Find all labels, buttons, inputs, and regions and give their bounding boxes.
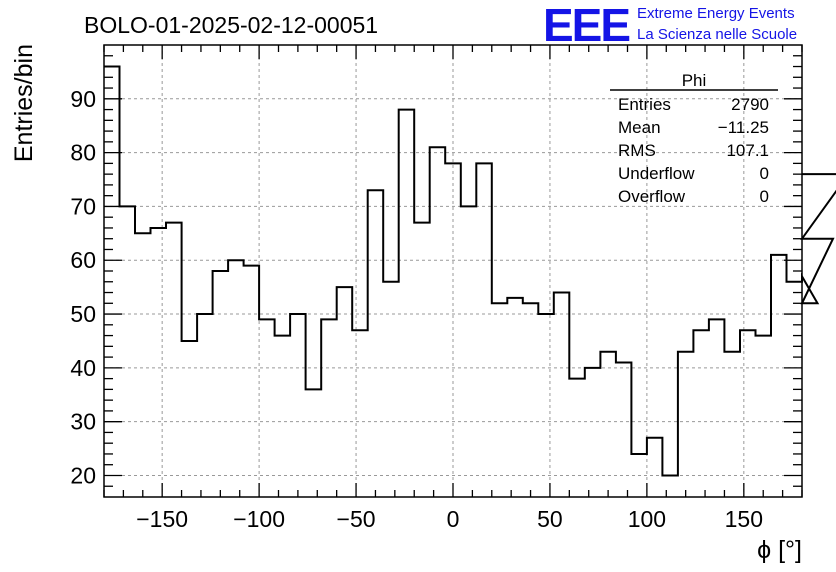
stats-row-label: RMS xyxy=(618,141,656,160)
stats-row-label: Mean xyxy=(618,118,661,137)
histogram-bin xyxy=(616,362,632,497)
histogram-bin xyxy=(538,314,554,497)
histogram-bin xyxy=(585,368,601,497)
histogram-bin xyxy=(600,352,616,497)
stats-row-value: 107.1 xyxy=(726,141,769,160)
histogram-bin xyxy=(740,330,756,497)
histogram-bin xyxy=(337,287,353,497)
x-tick-label: 100 xyxy=(628,506,666,532)
y-tick-label: 50 xyxy=(70,301,96,327)
y-tick-label: 80 xyxy=(70,140,96,166)
x-tick-label: −50 xyxy=(337,506,376,532)
histogram-steps xyxy=(104,65,836,497)
histogram-bin xyxy=(151,228,167,497)
histogram-bin xyxy=(383,282,399,497)
histogram-bin xyxy=(275,336,291,497)
stats-row-label: Overflow xyxy=(618,187,686,206)
histogram-bin xyxy=(244,266,260,497)
histogram-bin xyxy=(290,314,306,497)
y-tick-label: 20 xyxy=(70,462,96,488)
stats-rows: Entries 2790 Mean −11.25 RMS 107.1 Underflow 0 O… xyxy=(618,95,769,206)
histogram-bin xyxy=(693,330,709,497)
logo-mark: EEE xyxy=(543,0,629,51)
y-axis-label: Entries/bin xyxy=(10,44,38,162)
stats-box: Phi Entries 2790 Mean −11.25 RMS 107.1 Underfl… xyxy=(610,71,778,206)
stats-row-value: 0 xyxy=(760,187,769,206)
histogram-bin xyxy=(476,163,492,497)
histogram-bin xyxy=(445,163,461,497)
stats-name: Phi xyxy=(682,71,707,90)
y-tick-label: 30 xyxy=(70,409,96,435)
histogram-bin xyxy=(755,336,771,497)
eee-logo: EEE Extreme Energy Events La Scienza nel… xyxy=(543,0,797,51)
histogram-bin xyxy=(523,303,539,497)
histogram-bin xyxy=(492,303,508,497)
histogram-bin xyxy=(259,319,275,497)
x-tick-label: −100 xyxy=(233,506,285,532)
chart-title: BOLO-01-2025-02-12-00051 xyxy=(84,12,378,38)
histogram-bin xyxy=(709,319,725,497)
x-tick-label: −150 xyxy=(136,506,188,532)
histogram-bin xyxy=(430,147,446,497)
histogram-bin xyxy=(182,341,198,497)
histogram-bin xyxy=(554,293,570,497)
grid-lines xyxy=(104,45,802,497)
histogram-bin xyxy=(414,223,430,497)
histogram-line xyxy=(104,65,836,477)
histogram-bin xyxy=(135,233,151,497)
histogram-bin xyxy=(631,454,647,497)
histogram-bin xyxy=(662,475,678,497)
histogram-bin xyxy=(678,352,694,497)
histogram-bin xyxy=(569,379,585,497)
x-tick-label: 50 xyxy=(537,506,563,532)
histogram-bin xyxy=(120,206,136,497)
histogram-bin xyxy=(507,298,523,497)
stats-row-value: −11.25 xyxy=(718,118,769,137)
y-tick-label: 90 xyxy=(70,86,96,112)
histogram-bin xyxy=(399,110,415,497)
y-tick-label: 40 xyxy=(70,355,96,381)
histogram-bin xyxy=(228,260,244,497)
histogram-bin xyxy=(352,330,368,497)
axes: −150 −100 −50 0 50 100 150 20 30 40 50 60 70 80 90 xyxy=(70,44,803,532)
y-tick-label: 60 xyxy=(70,247,96,273)
histogram-bin xyxy=(213,271,229,497)
histogram-bin xyxy=(771,255,787,497)
histogram-bin xyxy=(306,389,322,497)
histogram-bin xyxy=(166,223,182,497)
logo-line2: La Scienza nelle Scuole xyxy=(637,26,797,43)
y-tick-label: 70 xyxy=(70,193,96,219)
stats-row-label: Underflow xyxy=(618,164,695,183)
histogram-bin xyxy=(461,206,477,497)
logo-line1: Extreme Energy Events xyxy=(637,5,795,22)
stats-row-label: Entries xyxy=(618,95,671,114)
stats-row-value: 0 xyxy=(760,164,769,183)
histogram-bin xyxy=(647,438,663,497)
histogram-bin xyxy=(197,314,213,497)
histogram-bin xyxy=(724,352,740,497)
x-axis-label: ϕ [°] xyxy=(757,536,802,564)
x-tick-label: 0 xyxy=(447,506,460,532)
histogram-bin xyxy=(321,319,337,497)
x-tick-label: 150 xyxy=(725,506,763,532)
histogram-bin xyxy=(368,190,384,497)
stats-row-value: 2790 xyxy=(731,95,769,114)
